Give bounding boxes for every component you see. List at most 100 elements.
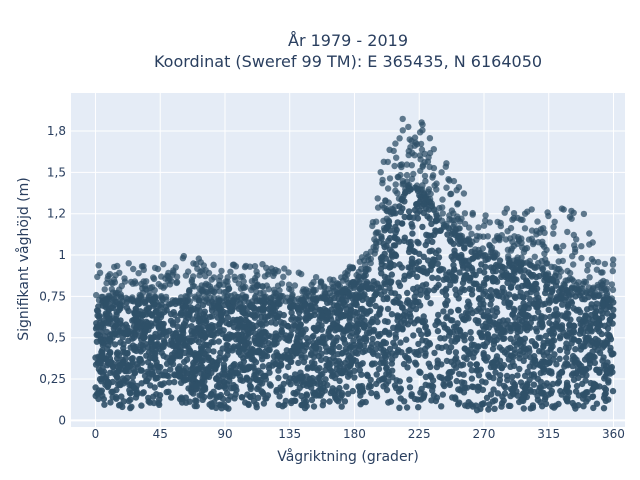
data-point bbox=[194, 324, 202, 331]
data-point bbox=[564, 289, 572, 296]
data-point bbox=[290, 389, 297, 397]
data-point bbox=[128, 403, 135, 410]
data-point bbox=[482, 256, 489, 264]
data-point bbox=[601, 322, 608, 329]
data-point bbox=[533, 285, 541, 292]
data-point bbox=[408, 175, 416, 183]
data-point bbox=[94, 308, 102, 315]
data-point bbox=[278, 297, 285, 305]
data-point bbox=[203, 331, 210, 338]
data-point bbox=[190, 273, 197, 280]
y-tick-labels: 0 0,25 0,5 0,75 1 1,2 1,5 1,8 bbox=[39, 124, 66, 427]
data-point bbox=[291, 347, 299, 355]
data-point bbox=[120, 341, 127, 348]
data-point bbox=[303, 335, 310, 342]
data-point bbox=[346, 362, 353, 370]
data-point bbox=[350, 341, 358, 349]
data-point bbox=[475, 295, 483, 303]
data-point bbox=[431, 182, 438, 189]
data-point bbox=[337, 360, 344, 367]
data-point bbox=[492, 267, 500, 275]
data-point bbox=[463, 355, 470, 363]
data-point bbox=[405, 264, 412, 271]
data-point bbox=[366, 301, 374, 308]
data-point bbox=[200, 262, 207, 269]
data-point bbox=[419, 223, 426, 231]
data-point bbox=[450, 323, 458, 331]
data-point bbox=[313, 344, 320, 351]
x-tick-label: 315 bbox=[537, 427, 560, 441]
data-point bbox=[475, 383, 483, 391]
data-point bbox=[528, 227, 536, 234]
data-point bbox=[190, 373, 197, 380]
data-point bbox=[139, 342, 146, 349]
data-point bbox=[406, 181, 413, 189]
data-point bbox=[107, 338, 114, 345]
data-point bbox=[443, 271, 450, 278]
data-point bbox=[393, 377, 400, 384]
data-point bbox=[137, 319, 144, 326]
data-point bbox=[579, 380, 586, 388]
data-point bbox=[465, 298, 472, 305]
data-point bbox=[318, 312, 326, 319]
data-point bbox=[274, 351, 281, 359]
data-point bbox=[578, 243, 585, 250]
data-point bbox=[216, 377, 223, 384]
data-point bbox=[448, 217, 455, 224]
data-point bbox=[361, 324, 368, 331]
data-point bbox=[559, 257, 566, 265]
data-point bbox=[464, 402, 471, 410]
data-point bbox=[609, 286, 617, 294]
data-point bbox=[95, 395, 102, 403]
data-point bbox=[585, 336, 592, 343]
data-point bbox=[189, 365, 196, 372]
data-point bbox=[600, 294, 607, 301]
data-point bbox=[414, 210, 421, 217]
data-point bbox=[453, 377, 460, 385]
data-point bbox=[511, 339, 518, 346]
data-point bbox=[487, 287, 495, 294]
data-point bbox=[282, 373, 289, 380]
data-point bbox=[520, 311, 527, 318]
data-point bbox=[336, 343, 343, 351]
data-point bbox=[458, 253, 465, 261]
data-point bbox=[253, 376, 260, 384]
data-point bbox=[366, 346, 373, 354]
data-point bbox=[259, 283, 266, 290]
data-point bbox=[251, 335, 258, 342]
data-point bbox=[574, 285, 581, 292]
data-point bbox=[496, 380, 503, 387]
data-point bbox=[455, 295, 462, 302]
data-point bbox=[511, 314, 519, 321]
data-point bbox=[508, 283, 515, 291]
data-point bbox=[378, 260, 385, 268]
data-point bbox=[507, 325, 514, 332]
data-point bbox=[601, 375, 608, 382]
data-point bbox=[518, 282, 526, 290]
data-point bbox=[317, 356, 325, 364]
data-point bbox=[181, 342, 188, 349]
data-point bbox=[382, 197, 389, 205]
data-point bbox=[416, 266, 423, 274]
data-point bbox=[215, 357, 223, 364]
data-point bbox=[448, 358, 455, 365]
data-point bbox=[118, 393, 125, 400]
data-point bbox=[377, 255, 385, 262]
data-point bbox=[483, 275, 490, 282]
data-point bbox=[453, 364, 460, 371]
data-point bbox=[536, 361, 543, 369]
data-point bbox=[172, 297, 179, 305]
data-point bbox=[286, 298, 293, 305]
data-point bbox=[481, 281, 488, 289]
data-point bbox=[505, 300, 512, 307]
data-point bbox=[173, 279, 180, 287]
data-point bbox=[169, 321, 177, 328]
data-point bbox=[507, 247, 515, 254]
data-point bbox=[382, 280, 389, 288]
data-point bbox=[476, 233, 483, 240]
data-point bbox=[148, 339, 155, 346]
data-point bbox=[275, 367, 282, 374]
data-point bbox=[341, 339, 349, 347]
data-point bbox=[531, 253, 538, 260]
data-point bbox=[405, 248, 413, 255]
